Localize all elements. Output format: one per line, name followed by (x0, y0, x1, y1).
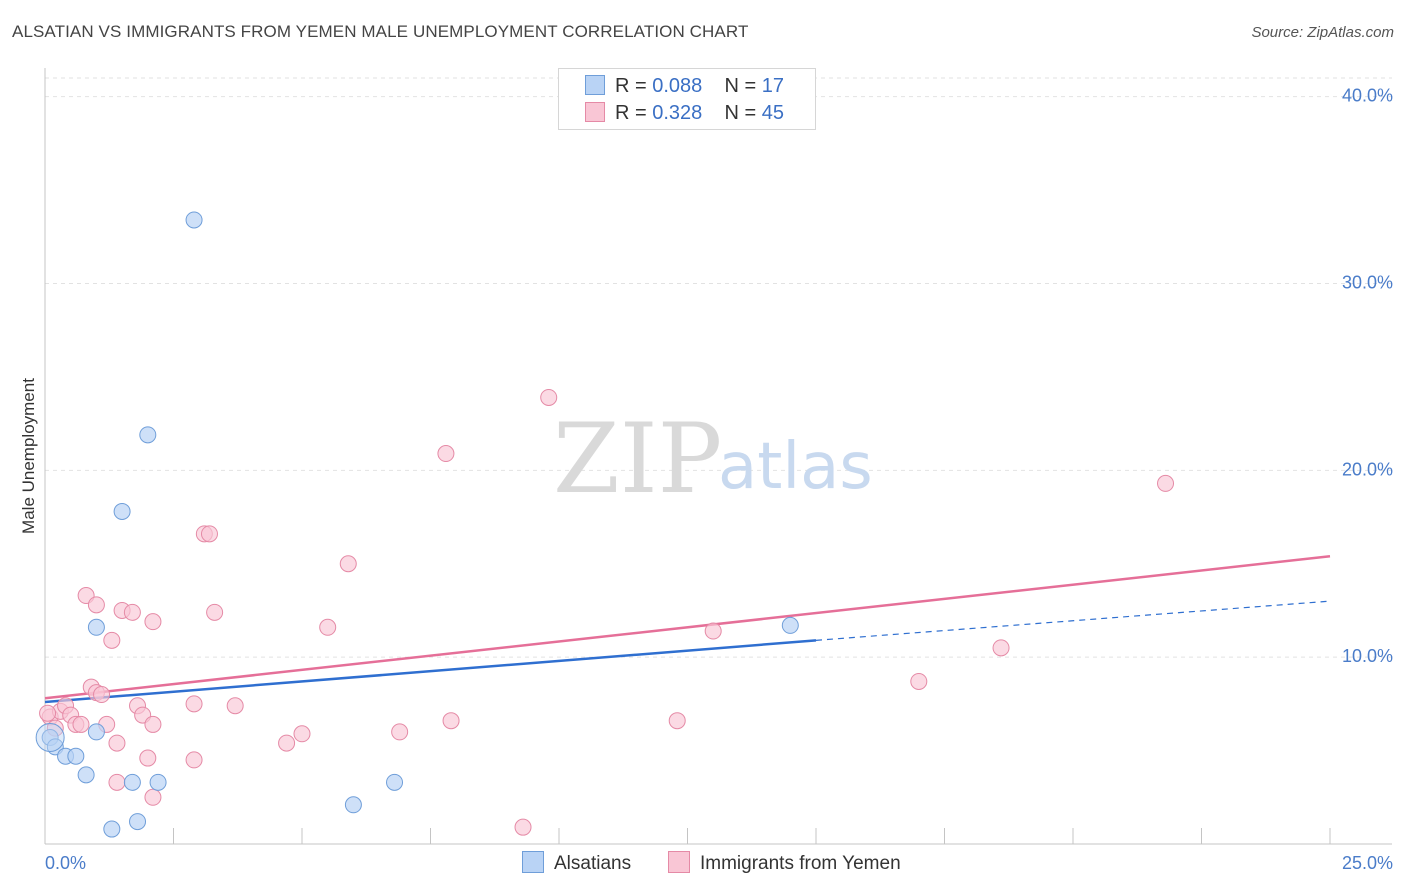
legend-row-yemen: R = 0.328 N = 45 (585, 102, 784, 128)
yemen-point (200, 525, 218, 543)
legend-r-value: 0.328 (652, 102, 703, 124)
correlation-legend: R = 0.088 N = 17 R = 0.328 N = 45 (558, 68, 816, 130)
alsatian-point (113, 502, 131, 520)
alsatian-trend-extension (815, 600, 1331, 641)
alsatian-point (386, 773, 404, 791)
yemen-point (139, 749, 157, 767)
yemen-point (514, 818, 532, 836)
yemen-point (108, 734, 126, 752)
y-tick-label: 40.0% (1342, 86, 1393, 106)
chart-title: ALSATIAN VS IMMIGRANTS FROM YEMEN MALE U… (12, 22, 749, 41)
yemen-point (39, 704, 57, 722)
legend-label-yemen: Immigrants from Yemen (700, 853, 901, 874)
yemen-point (144, 613, 162, 631)
yemen-point (144, 788, 162, 806)
alsatian-point (149, 773, 167, 791)
legend-label-alsatians: Alsatians (554, 853, 632, 874)
yemen-point (339, 555, 357, 573)
yemen-point (103, 631, 121, 649)
yemen-point (87, 596, 105, 614)
legend-r-value: 0.088 (652, 75, 703, 97)
alsatian-point (139, 426, 157, 444)
yemen-point (206, 603, 224, 621)
legend-n-value: 17 (761, 75, 785, 97)
x-tick-label: 25.0% (1342, 853, 1393, 873)
y-tick-label: 10.0% (1342, 646, 1393, 666)
yemen-point (910, 672, 928, 690)
yemen-point (108, 773, 126, 791)
alsatian-point (781, 616, 799, 634)
yemen-point (185, 751, 203, 769)
yemen-point (319, 618, 337, 636)
legend-n-label: N = (724, 75, 757, 97)
alsatian-point (185, 211, 203, 229)
yemen-points (39, 388, 1175, 836)
watermark: ZIP atlas (553, 403, 873, 515)
y-tick-labels: 10.0% 20.0% 30.0% 40.0% (1342, 86, 1393, 666)
alsatian-point (344, 796, 362, 814)
alsatian-points (35, 211, 799, 838)
legend-row-alsatians: R = 0.088 N = 17 (585, 75, 784, 101)
legend-r-label: R = (615, 75, 647, 97)
y-axis-label: Male Unemployment (19, 378, 38, 534)
alsatian-cluster-point (35, 723, 65, 753)
y-tick-label: 20.0% (1342, 459, 1393, 479)
y-tick-label: 30.0% (1342, 273, 1393, 293)
legend-item-yemen[interactable]: Immigrants from Yemen (668, 851, 901, 875)
pink-swatch-icon (585, 102, 605, 122)
yemen-point (293, 725, 311, 743)
alsatian-point (87, 618, 105, 636)
trend-lines (44, 555, 1331, 704)
yemen-point (391, 723, 409, 741)
yemen-point (185, 695, 203, 713)
watermark-atlas: atlas (718, 430, 873, 504)
yemen-point (144, 715, 162, 733)
alsatian-point (87, 723, 105, 741)
x-tick-label: 0.0% (45, 853, 86, 873)
yemen-point (540, 388, 558, 406)
yemen-point (123, 603, 141, 621)
blue-swatch-icon (585, 75, 605, 95)
alsatian-point (77, 766, 95, 784)
yemen-point (704, 622, 722, 640)
alsatian-point (103, 820, 121, 838)
yemen-point (226, 697, 244, 715)
alsatian-point (67, 747, 85, 765)
x-tick-labels: 0.0% 25.0% (45, 853, 1393, 873)
yemen-point (1157, 474, 1175, 492)
blue-square-icon (522, 851, 544, 873)
alsatian-trend-line (44, 639, 817, 704)
grid-lines (45, 77, 1392, 658)
watermark-zip: ZIP (553, 403, 722, 515)
legend-item-alsatians[interactable]: Alsatians (522, 851, 631, 875)
legend-r-label: R = (615, 102, 647, 124)
source-label: Source: ZipAtlas.com (1251, 24, 1394, 41)
yemen-point (93, 686, 111, 704)
legend-n-value: 45 (761, 102, 785, 124)
yemen-point (992, 639, 1010, 657)
alsatian-point (129, 813, 147, 831)
pink-square-icon (668, 851, 690, 873)
yemen-point (442, 712, 460, 730)
yemen-point (437, 445, 455, 463)
yemen-trend-line (44, 555, 1331, 700)
yemen-point (278, 734, 296, 752)
legend-n-label: N = (724, 102, 757, 124)
yemen-point (72, 715, 90, 733)
yemen-point (668, 712, 686, 730)
alsatian-point (123, 773, 141, 791)
